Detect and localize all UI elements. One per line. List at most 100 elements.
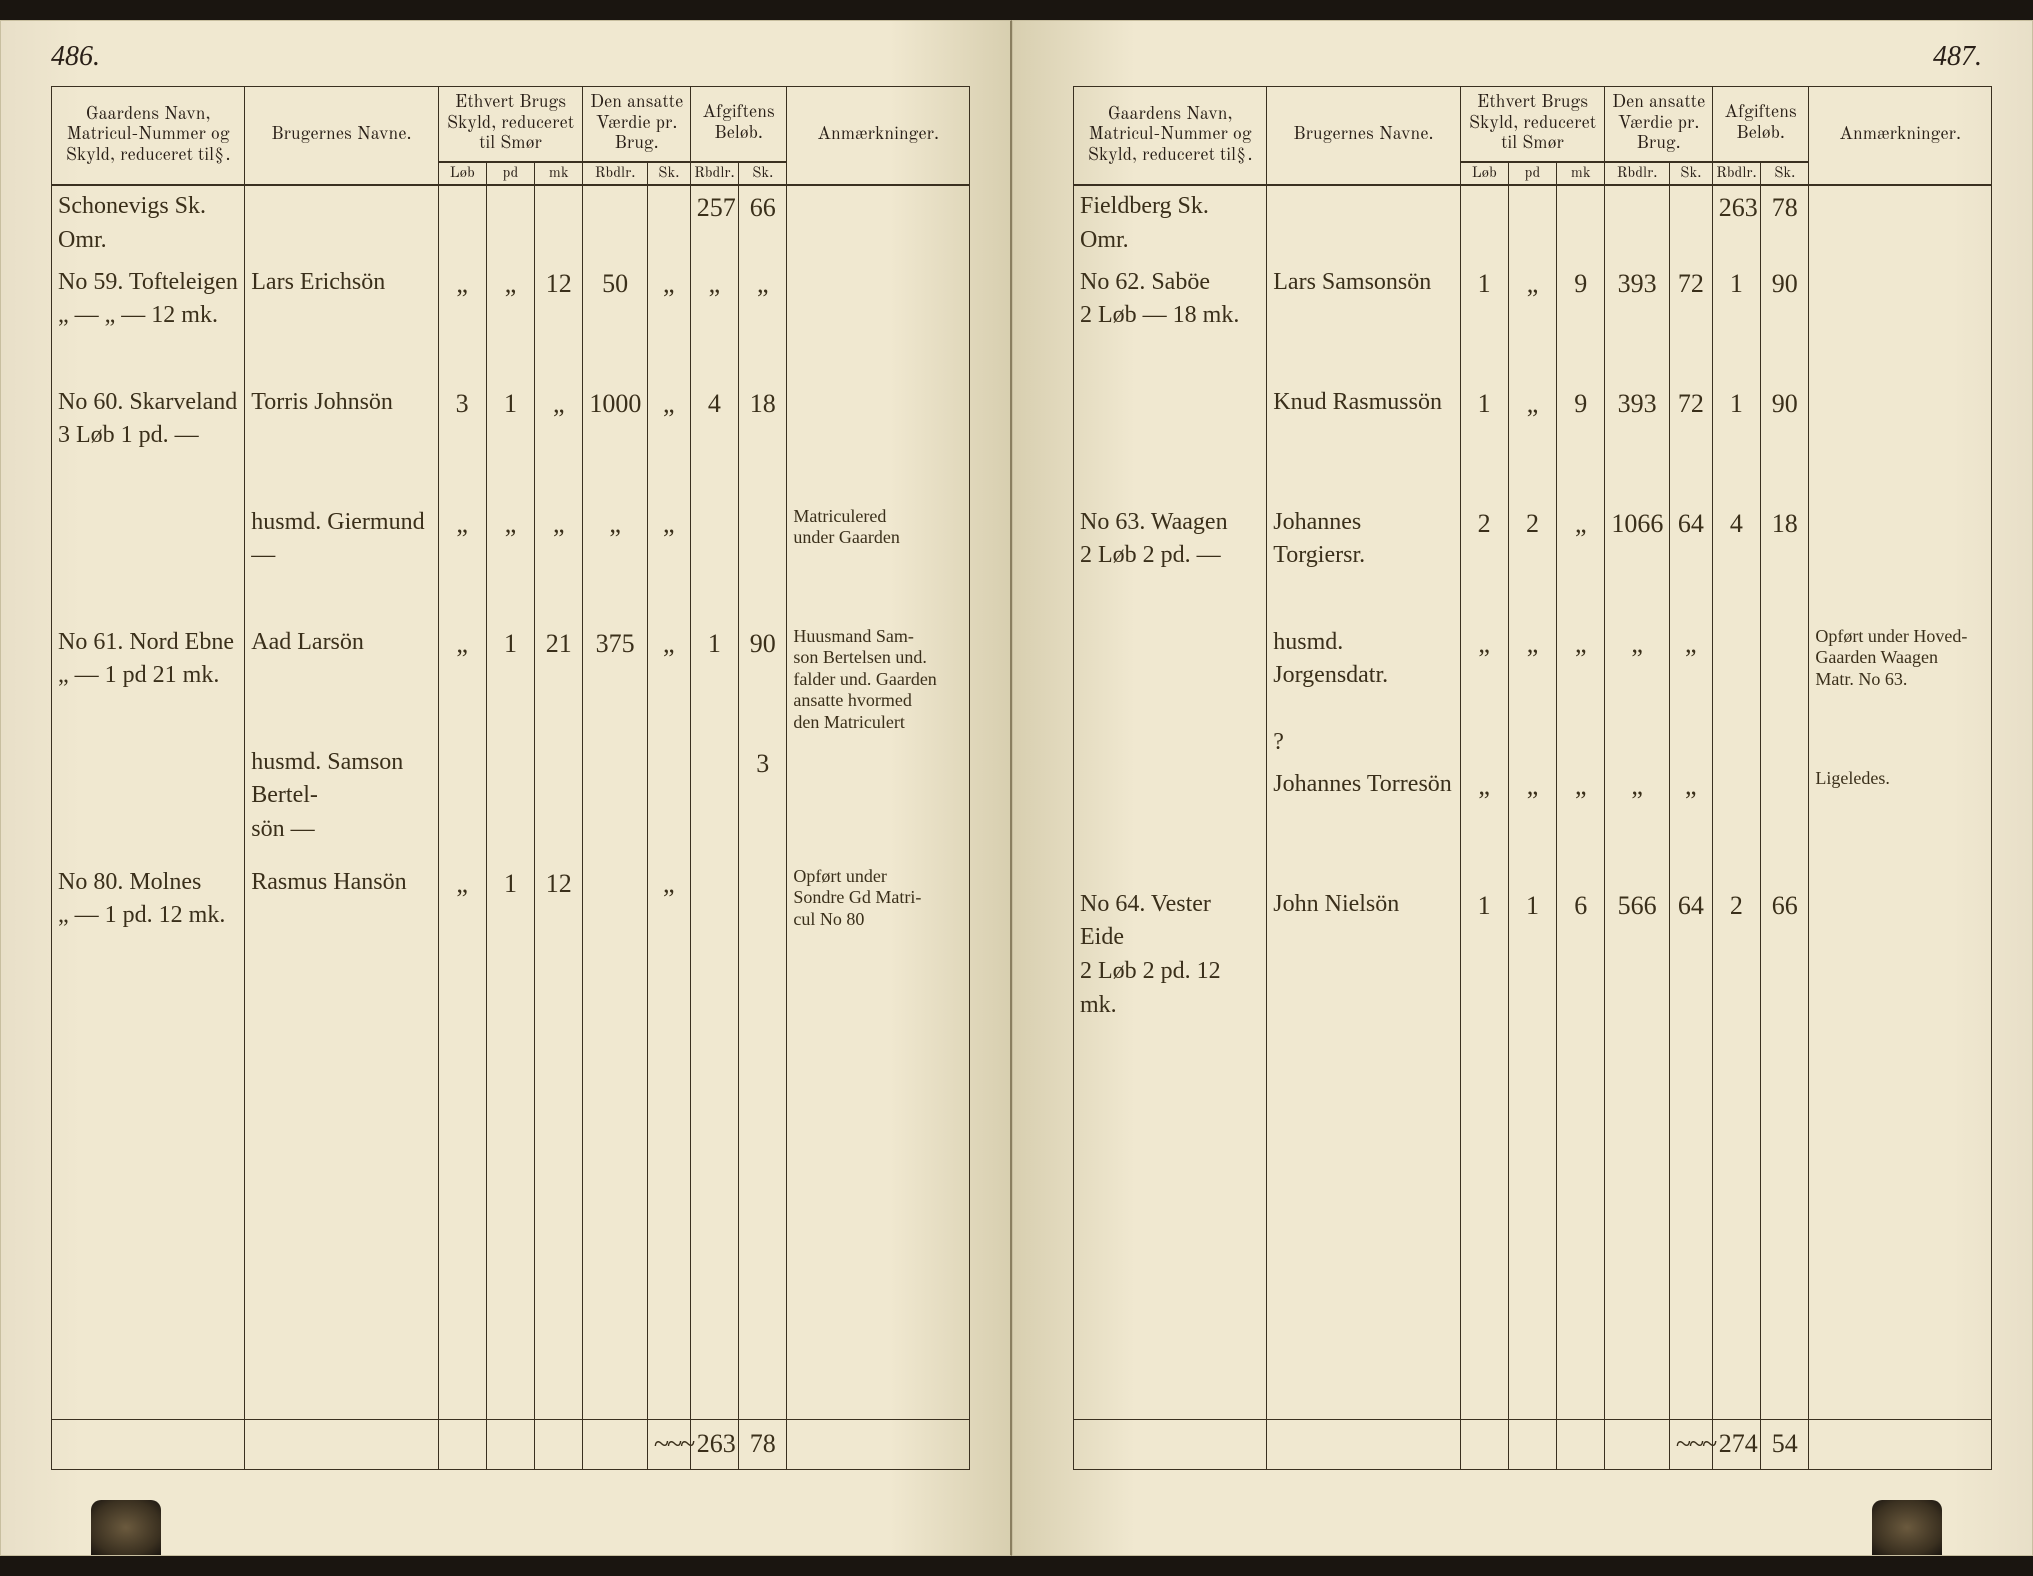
cell-s3: 12 [535, 862, 583, 982]
cell-s2: „ [486, 502, 534, 622]
cell-a1: 4 [690, 382, 738, 502]
cell-v1: 393 [1605, 262, 1669, 382]
cell-a2 [1761, 622, 1809, 764]
carry-a2: 66 [739, 185, 787, 261]
ledger-row: No 60. Skarveland 3 Løb 1 pd. —Torris Jo… [52, 382, 970, 502]
page-right: 487. Gaardens Navn, Matricul-Nummer og S… [1012, 20, 2033, 1556]
cell-bruger: Lars Erichsön [245, 262, 438, 382]
cell-s3: „ [1557, 764, 1605, 884]
cell-s2: „ [1508, 262, 1556, 382]
cell-a2: 66 [1761, 884, 1809, 1026]
cell-anm: Matriculered under Gaarden [787, 502, 970, 622]
carry-row: Fieldberg Sk. Omr. 263 78 [1074, 185, 1992, 261]
cell-a2: „ [739, 262, 787, 382]
ledger-row: Knud Rasmussön1„939372190 [1074, 382, 1992, 502]
cell-s2: 1 [486, 862, 534, 982]
hdr-pd: pd [486, 162, 534, 185]
ledger-row: No 59. Tofteleigen „ — „ — 12 mk.Lars Er… [52, 262, 970, 382]
hdr-skyld: Ethvert Brugs Skyld, reduceret til Smør [438, 87, 583, 163]
cell-s2: 1 [486, 382, 534, 502]
cell-s3 [535, 742, 583, 862]
footer-row: ~~~26378 [52, 1420, 970, 1470]
cell-v2: „ [647, 382, 690, 502]
cell-s2: 2 [1508, 502, 1556, 622]
page-number-right: 487. [1933, 41, 1982, 73]
carry-a1: 257 [690, 185, 738, 261]
ledger-row: No 61. Nord Ebne „ — 1 pd 21 mk.Aad Lars… [52, 622, 970, 742]
hdr-anm: Anmærkninger. [787, 87, 970, 186]
hdr-afgift: Afgiftens Beløb. [690, 87, 787, 163]
cell-bruger: Aad Larsön [245, 622, 438, 742]
cell-bruger: husmd. Giermund — [245, 502, 438, 622]
cell-v2 [647, 742, 690, 862]
ledger-row: No 63. Waagen 2 Løb 2 pd. —Johannes Torg… [1074, 502, 1992, 622]
cell-gaard: No 62. Saböe 2 Løb — 18 mk. [1074, 262, 1267, 382]
cell-v2: „ [647, 502, 690, 622]
cell-v1: 1000 [583, 382, 647, 502]
hdr-sk: Sk. [1669, 162, 1712, 185]
cell-gaard: No 61. Nord Ebne „ — 1 pd 21 mk. [52, 622, 245, 742]
ledger-table-left: Gaardens Navn, Matricul-Nummer og Skyld,… [51, 86, 970, 1470]
cell-anm [1809, 382, 1992, 502]
cell-a1 [690, 862, 738, 982]
footer-row: ~~~27454 [1074, 1420, 1992, 1470]
cell-a2: 3 [739, 742, 787, 862]
cell-a2 [739, 502, 787, 622]
cell-s1: „ [438, 862, 486, 982]
cell-s2: 1 [486, 622, 534, 742]
cell-s1: „ [438, 502, 486, 622]
hdr-vaerdie: Den ansatte Værdie pr. Brug. [583, 87, 690, 163]
cell-s2: „ [1508, 382, 1556, 502]
footer-a1: 274 [1712, 1420, 1760, 1470]
cell-v2: 64 [1669, 884, 1712, 1026]
cell-s1: 1 [1460, 884, 1508, 1026]
cell-s1: „ [438, 262, 486, 382]
hdr-bruger: Brugernes Navne. [1267, 87, 1460, 186]
cell-a2: 90 [1761, 262, 1809, 382]
cell-a2: 18 [1761, 502, 1809, 622]
cell-gaard [1074, 622, 1267, 764]
cell-v2: 72 [1669, 262, 1712, 382]
cell-a2 [739, 862, 787, 982]
cell-v2: „ [1669, 622, 1712, 764]
cell-v1: 566 [1605, 884, 1669, 1026]
cell-anm: Ligeledes. [1809, 764, 1992, 884]
cell-v1: 375 [583, 622, 647, 742]
carry-a2: 78 [1761, 185, 1809, 261]
cell-bruger: Rasmus Hansön [245, 862, 438, 982]
cell-s2: „ [1508, 764, 1556, 884]
hdr-mk: mk [1557, 162, 1605, 185]
hdr-bruger: Brugernes Navne. [245, 87, 438, 186]
cell-v1: 1066 [1605, 502, 1669, 622]
cell-a2 [1761, 764, 1809, 884]
hdr-rbdr2: Rbdlr. [690, 162, 738, 185]
cell-s3: 9 [1557, 382, 1605, 502]
ledger-row: No 80. Molnes „ — 1 pd. 12 mk.Rasmus Han… [52, 862, 970, 982]
cell-a1 [690, 502, 738, 622]
carry-row: Schonevigs Sk. Omr. 257 66 [52, 185, 970, 261]
hdr-gaard: Gaardens Navn, Matricul-Nummer og Skyld,… [52, 87, 245, 186]
ledger-row: husmd. Giermund —„„„„„Matriculered under… [52, 502, 970, 622]
cell-v1: „ [583, 502, 647, 622]
cell-bruger: John Nielsön [1267, 884, 1460, 1026]
cell-s1: „ [1460, 764, 1508, 884]
cell-anm [1809, 262, 1992, 382]
cell-s1: 2 [1460, 502, 1508, 622]
cell-anm: Opført under Hoved- Gaarden Waagen Matr.… [1809, 622, 1992, 764]
page-number-left: 486. [51, 41, 100, 73]
ledger-row: Johannes Torresön„„„„„Ligeledes. [1074, 764, 1992, 884]
squiggle-icon: ~~~ [647, 1420, 690, 1470]
cell-v1 [583, 742, 647, 862]
ledger-book: 486. Gaardens Navn, Matricul-Nummer og S… [0, 20, 2033, 1556]
cell-s3: 6 [1557, 884, 1605, 1026]
cell-a2: 90 [739, 622, 787, 742]
cell-a1: 1 [1712, 262, 1760, 382]
cell-bruger: Knud Rasmussön [1267, 382, 1460, 502]
cell-anm [787, 262, 970, 382]
hdr-vaerdie: Den ansatte Værdie pr. Brug. [1605, 87, 1712, 163]
cell-v2: „ [647, 622, 690, 742]
hdr-skyld: Ethvert Brugs Skyld, reduceret til Smør [1460, 87, 1605, 163]
cell-bruger: Lars Samsonsön [1267, 262, 1460, 382]
cell-v2: „ [647, 862, 690, 982]
cell-a1 [690, 742, 738, 862]
